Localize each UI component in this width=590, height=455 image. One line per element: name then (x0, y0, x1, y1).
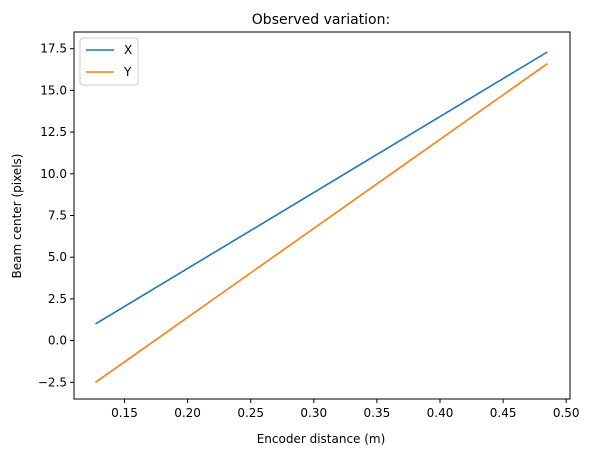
x-tick-label: 0.40 (427, 406, 454, 420)
y-tick-label: 0.0 (48, 334, 67, 348)
x-tick-label: 0.30 (300, 406, 327, 420)
y-tick-label: 10.0 (40, 167, 67, 181)
series-line-y (95, 63, 548, 383)
y-tick-label: 7.5 (48, 209, 67, 223)
legend-label-x: X (124, 43, 132, 57)
x-tick-label: 0.50 (553, 406, 580, 420)
plot-lines (95, 51, 548, 383)
x-axis-label: Encoder distance (m) (257, 432, 386, 446)
x-tick-label: 0.20 (174, 406, 201, 420)
x-tick-label: 0.25 (237, 406, 264, 420)
chart-title: Observed variation: (252, 12, 390, 28)
y-tick-label: 5.0 (48, 250, 67, 264)
x-tick-label: 0.15 (111, 406, 138, 420)
y-tick-label: 12.5 (40, 125, 67, 139)
plot-frame (73, 31, 571, 400)
x-axis: 0.15 0.20 0.25 0.30 0.35 0.40 0.45 0.50 (111, 399, 580, 420)
x-tick-label: 0.45 (490, 406, 517, 420)
legend-label-y: Y (123, 65, 132, 79)
y-tick-label: 2.5 (48, 292, 67, 306)
y-tick-label: 15.0 (40, 83, 67, 97)
y-axis: −2.5 0.0 2.5 5.0 7.5 10.0 12.5 15.0 17.5 (38, 42, 74, 389)
x-tick-label: 0.35 (364, 406, 391, 420)
series-line-x (95, 51, 548, 325)
legend: XY (79, 37, 139, 86)
y-tick-label: 17.5 (40, 42, 67, 56)
y-tick-label: −2.5 (38, 375, 67, 389)
y-axis-label: Beam center (pixels) (10, 154, 24, 279)
